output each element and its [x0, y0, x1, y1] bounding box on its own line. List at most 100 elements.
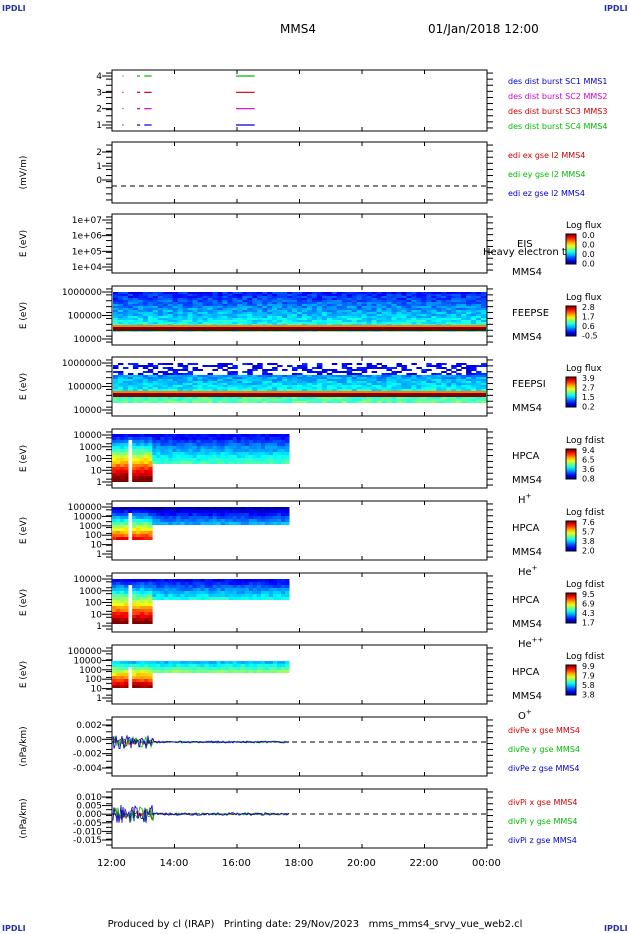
- feepsi-pixel: [366, 363, 373, 365]
- feepsi-pixel: [471, 385, 477, 387]
- feepsi-pixel: [292, 389, 298, 391]
- feepsi-pixel: [292, 383, 298, 385]
- hpca-h-pixel: [164, 455, 169, 458]
- hpca-o-pixel: [132, 664, 137, 667]
- feepse-pixel: [113, 310, 119, 312]
- hpca-o-pixel: [192, 670, 197, 673]
- feepse-pixel: [237, 316, 243, 318]
- hpca-he2-pixel: [172, 591, 177, 594]
- feepse-pixel: [321, 292, 328, 294]
- feepsi-pixel: [411, 375, 417, 377]
- feepse-pixel: [451, 296, 457, 298]
- feepsi-pixel: [326, 385, 333, 387]
- hpca-he2-pixel: [160, 582, 165, 585]
- feepse-pixel: [157, 316, 164, 318]
- hpca-he2-pixel: [220, 582, 226, 585]
- feepse-pixel: [297, 308, 303, 310]
- hpca-o-pixel: [112, 667, 117, 670]
- hpca-he1-pixel: [124, 510, 129, 513]
- feepse-pixel: [282, 294, 288, 296]
- hpca-o-pixel: [204, 667, 209, 670]
- feepse-pixel: [117, 306, 124, 308]
- hpca-h-colorbar-tick: 0.8: [582, 475, 595, 484]
- feepsi-pixel: [386, 377, 393, 379]
- hpca-o-pixel: [268, 664, 274, 667]
- feepse-pixel: [137, 322, 144, 324]
- hpca-he1-pixel: [200, 507, 205, 510]
- feepsi-pixel: [336, 379, 343, 381]
- hpca-h-pixel: [216, 434, 222, 437]
- hpca-he2-pixel: [136, 609, 141, 612]
- hpca-h-pixel: [264, 446, 270, 449]
- feepsi-pixel: [267, 383, 273, 385]
- feepsi-pixel: [167, 401, 174, 403]
- feepsi-pixel: [177, 381, 184, 383]
- feepsi-pixel: [182, 401, 189, 403]
- feepse-pixel: [356, 310, 363, 312]
- feepse-pixel: [197, 292, 204, 294]
- feepsi-pixel: [272, 377, 278, 379]
- feepsi-pixel: [386, 379, 393, 381]
- feepsi-pixel: [122, 389, 129, 391]
- feepsi-pixel: [406, 399, 412, 401]
- hpca-h-pixel: [124, 470, 129, 473]
- hpca-he1-y-tick-label: 1000: [79, 522, 102, 532]
- feepsi-pixel: [157, 399, 164, 401]
- feepse-pixel: [277, 302, 283, 304]
- hpca-he2-pixel: [132, 618, 137, 621]
- hpca-he1-pixel: [124, 531, 129, 534]
- feepse-pixel: [292, 292, 298, 294]
- hpca-he2-pixel: [196, 582, 201, 585]
- feepse-pixel: [267, 322, 273, 324]
- hpca-he1-pixel: [192, 513, 197, 516]
- hpca-he2-pixel: [136, 612, 141, 615]
- feepse-pixel: [366, 322, 373, 324]
- hpca-o-pixel: [144, 679, 149, 682]
- feepsi-pixel: [152, 381, 159, 383]
- feepse-pixel: [117, 304, 124, 306]
- feepsi-pixel: [476, 399, 482, 401]
- feepsi-pixel: [217, 365, 223, 367]
- feepsi-pixel: [282, 399, 288, 401]
- feepse-pixel: [411, 310, 417, 312]
- hpca-h-pixel: [124, 458, 129, 461]
- hpca-he1-pixel: [192, 510, 197, 513]
- hpca-he2-colorbar-tick: 1.7: [582, 619, 595, 628]
- feepse-pixel: [326, 296, 333, 298]
- hpca-he1-pixel: [184, 522, 189, 525]
- hpca-o-pixel: [208, 664, 214, 667]
- hpca-h-pixel: [228, 458, 234, 461]
- feepse-colorbar: [565, 305, 577, 337]
- feepse-pixel: [316, 312, 323, 314]
- hpca-h-pixel: [124, 446, 129, 449]
- feepse-pixel: [371, 322, 378, 324]
- feepsi-pixel: [461, 377, 467, 379]
- feepsi-pixel: [451, 387, 457, 389]
- hpca-o-pixel: [272, 664, 278, 667]
- feepsi-pixel: [202, 397, 208, 399]
- feepse-pixel: [182, 318, 189, 320]
- feepse-pixel: [306, 310, 313, 312]
- feepsi-pixel: [187, 379, 194, 381]
- feepse-pixel: [441, 310, 447, 312]
- feepsi-pixel: [341, 389, 348, 391]
- hpca-he2-pixel: [204, 582, 209, 585]
- feepse-pixel: [476, 312, 482, 314]
- hpca-he2-pixel: [116, 615, 121, 618]
- feepsi-pixel: [232, 385, 238, 387]
- hpca-h-pixel: [224, 449, 230, 452]
- feepse-pixel: [172, 304, 179, 306]
- feepse-pixel: [147, 296, 154, 298]
- feepsi-pixel: [301, 369, 308, 371]
- feepse-pixel: [282, 298, 288, 300]
- hpca-h-pixel: [244, 440, 250, 443]
- feepsi-pixel: [441, 379, 447, 381]
- feepse-pixel: [272, 308, 278, 310]
- feepsi-pixel: [371, 371, 378, 373]
- hpca-o-pixel: [112, 685, 117, 688]
- feepse-pixel: [207, 304, 213, 306]
- feepsi-pixel: [172, 377, 179, 379]
- feepse-pixel: [476, 314, 482, 316]
- hpca-he1-pixel: [140, 510, 145, 513]
- feepsi-pixel: [232, 401, 238, 403]
